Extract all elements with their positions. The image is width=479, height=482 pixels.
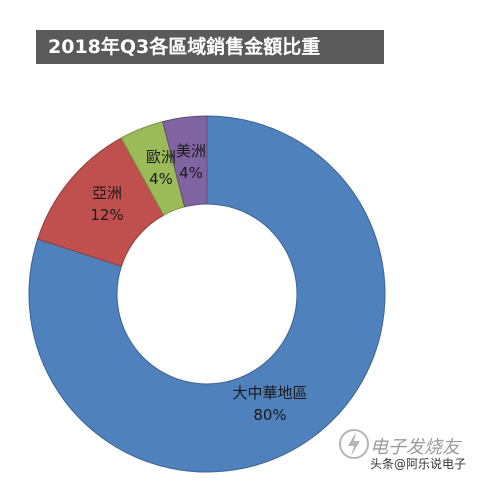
slice-value-label-3: 4% <box>179 164 203 182</box>
slice-label-0: 大中華地區 <box>232 384 307 402</box>
slice-label-2: 歐洲 <box>146 148 176 166</box>
chart-title: 2018年Q3各區域銷售金額比重 <box>48 36 321 58</box>
title-bar: 2018年Q3各區域銷售金額比重 <box>36 30 384 64</box>
slice-value-label-0: 80% <box>253 406 286 424</box>
slice-value-label-1: 12% <box>90 206 123 224</box>
lightning-logo-icon <box>339 429 369 459</box>
slice-value-label-2: 4% <box>149 170 173 188</box>
slice-label-1: 亞洲 <box>92 184 122 202</box>
watermark-source: 头条@阿乐说电子 <box>370 457 467 471</box>
slice-0 <box>28 115 386 473</box>
watermark-brand: 电子发烧友 <box>370 437 460 458</box>
slice-3 <box>162 115 208 208</box>
slice-label-3: 美洲 <box>176 142 206 160</box>
